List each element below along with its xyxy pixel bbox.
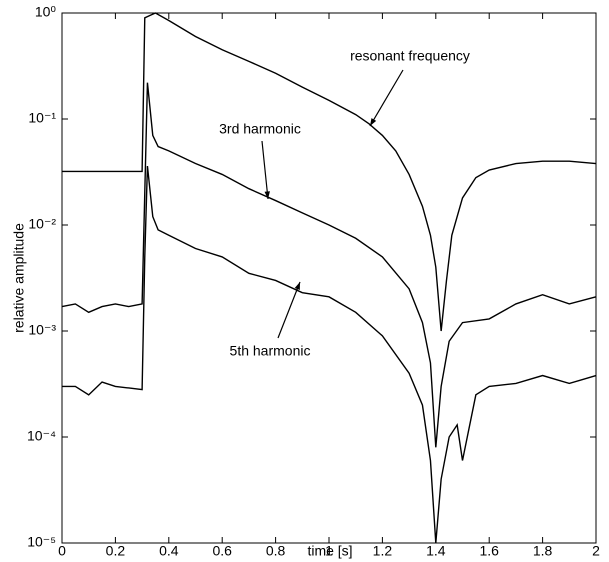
series-label: 3rd harmonic bbox=[219, 121, 301, 137]
y-tick-label: 10⁻³ bbox=[28, 322, 56, 338]
y-axis-label: relative amplitude bbox=[11, 223, 27, 333]
y-tick-label: 10⁻⁴ bbox=[27, 428, 56, 444]
x-tick-label: 0.6 bbox=[212, 543, 232, 559]
x-tick-label: 1.4 bbox=[426, 543, 446, 559]
x-tick-label: 1.6 bbox=[479, 543, 499, 559]
series-line bbox=[62, 165, 597, 544]
x-tick-label: 2 bbox=[592, 543, 600, 559]
annotation-arrow bbox=[261, 140, 269, 200]
x-tick-label: 1.8 bbox=[533, 543, 553, 559]
arrow-head bbox=[294, 282, 300, 290]
x-tick-label: 0 bbox=[58, 543, 66, 559]
x-tick-label: 0.2 bbox=[106, 543, 126, 559]
series-line bbox=[61, 82, 597, 448]
arrow-head bbox=[264, 191, 270, 199]
y-tick-label: 10⁰ bbox=[35, 4, 57, 20]
series-line bbox=[62, 12, 597, 332]
y-tick-label: 10⁻¹ bbox=[28, 110, 56, 126]
x-tick-label: 0.4 bbox=[159, 543, 179, 559]
x-tick-label: 0.8 bbox=[266, 543, 286, 559]
arrow-head bbox=[370, 118, 377, 126]
series-label: 5th harmonic bbox=[230, 343, 311, 359]
x-tick-label: 1 bbox=[325, 543, 333, 559]
x-tick-label: 1.2 bbox=[373, 543, 393, 559]
y-tick-label: 10⁻⁵ bbox=[27, 534, 56, 550]
annotation-arrow bbox=[277, 281, 301, 339]
y-tick-label: 10⁻² bbox=[28, 216, 56, 232]
annotation-arrow bbox=[369, 69, 404, 127]
x-axis-label: time [s] bbox=[307, 543, 352, 559]
series-label: resonant frequency bbox=[350, 48, 470, 64]
